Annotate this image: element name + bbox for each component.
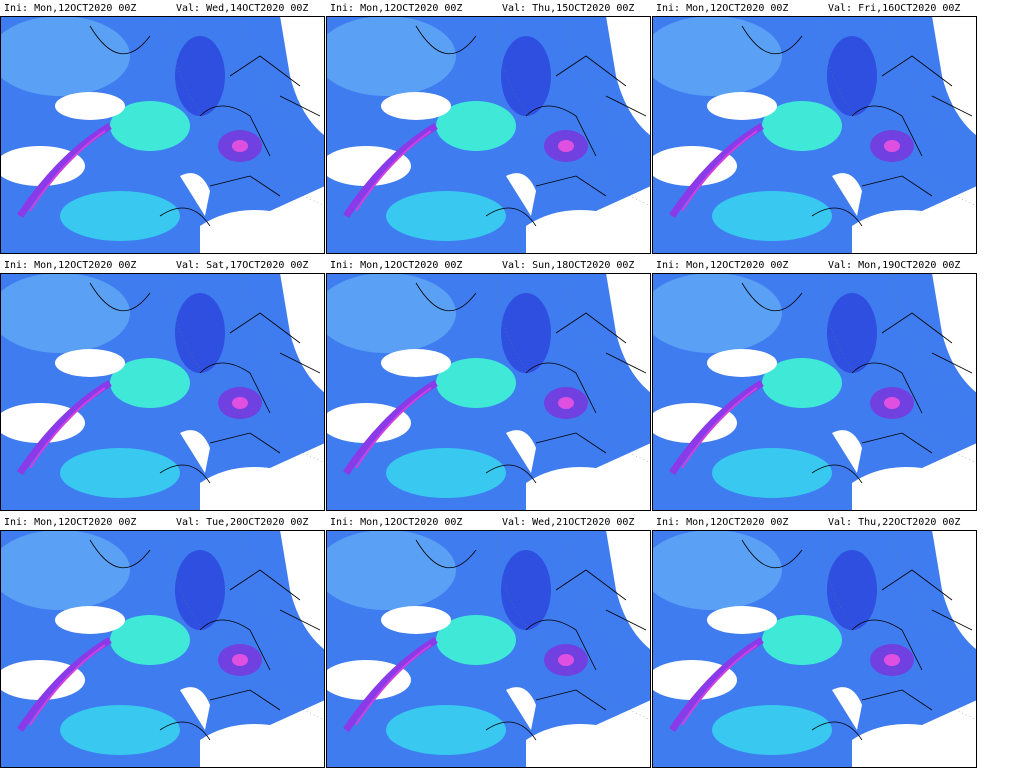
init-time-label: Ini: Mon,12OCT2020 00Z: [4, 517, 136, 528]
init-time-label: Ini: Mon,12OCT2020 00Z: [656, 260, 788, 271]
map-frame: [652, 16, 977, 254]
init-time-label: Ini: Mon,12OCT2020 00Z: [4, 3, 136, 14]
init-time-label: Ini: Mon,12OCT2020 00Z: [656, 517, 788, 528]
valid-time-label: Val: Thu,22OCT2020 00Z: [828, 517, 960, 528]
valid-time-label: Val: Sun,18OCT2020 00Z: [502, 260, 634, 271]
init-time-label: Ini: Mon,12OCT2020 00Z: [330, 3, 462, 14]
map-frame: [0, 16, 325, 254]
forecast-map: [0, 273, 325, 511]
forecast-map: [642, 273, 977, 511]
init-time-label: Ini: Mon,12OCT2020 00Z: [330, 517, 462, 528]
map-frame: [326, 273, 651, 511]
forecast-map: [642, 530, 977, 768]
map-frame: [0, 273, 325, 511]
forecast-map: [316, 273, 651, 511]
valid-time-label: Val: Mon,19OCT2020 00Z: [828, 260, 960, 271]
valid-time-label: Val: Tue,20OCT2020 00Z: [176, 517, 308, 528]
init-time-label: Ini: Mon,12OCT2020 00Z: [656, 3, 788, 14]
forecast-map: [316, 530, 651, 768]
init-time-label: Ini: Mon,12OCT2020 00Z: [330, 260, 462, 271]
forecast-map: [0, 16, 325, 254]
valid-time-label: Val: Thu,15OCT2020 00Z: [502, 3, 634, 14]
valid-time-label: Val: Wed,14OCT2020 00Z: [176, 3, 308, 14]
forecast-map: [316, 16, 651, 254]
map-frame: [326, 16, 651, 254]
valid-time-label: Val: Fri,16OCT2020 00Z: [828, 3, 960, 14]
map-frame: [652, 273, 977, 511]
init-time-label: Ini: Mon,12OCT2020 00Z: [4, 260, 136, 271]
forecast-map: [0, 530, 325, 768]
valid-time-label: Val: Wed,21OCT2020 00Z: [502, 517, 634, 528]
forecast-map: [642, 16, 977, 254]
valid-time-label: Val: Sat,17OCT2020 00Z: [176, 260, 308, 271]
